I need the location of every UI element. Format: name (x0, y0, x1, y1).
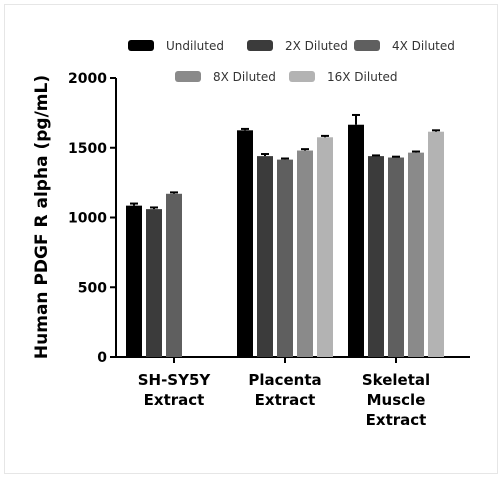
bar (428, 131, 444, 357)
legend-label: 16X Diluted (327, 70, 398, 84)
y-tick-label: 1000 (68, 211, 107, 227)
legend-swatch (175, 71, 201, 82)
y-tick-label: 1500 (68, 141, 107, 157)
x-category-label: Placenta Extract (248, 371, 321, 409)
legend-swatch (128, 40, 154, 51)
bar (297, 150, 313, 357)
y-tick-label: 500 (78, 280, 107, 296)
x-axis: SH-SY5Y Extract Placenta Extract Skeletal Mus… (116, 356, 470, 429)
bar (368, 156, 384, 357)
legend: Undiluted 2X Diluted 4X Diluted 8X Diluted 1… (128, 39, 455, 84)
bar (408, 152, 424, 357)
legend-swatch (289, 71, 315, 82)
y-axis: 0 500 1000 1500 2000 (68, 71, 117, 366)
y-tick-label: 0 (97, 350, 107, 366)
bar (166, 193, 182, 357)
bar (348, 124, 364, 357)
legend-swatch (354, 40, 380, 51)
y-axis-label: Human PDGF R alpha (pg/mL) (32, 75, 52, 359)
legend-label: 2X Diluted (285, 39, 348, 53)
bar (257, 156, 273, 357)
legend-swatch (247, 40, 273, 51)
legend-label: 4X Diluted (392, 39, 455, 53)
bar (277, 159, 293, 357)
bar (237, 130, 253, 357)
bar (317, 137, 333, 357)
bars (126, 113, 444, 357)
legend-label: Undiluted (166, 39, 224, 53)
legend-label: 8X Diluted (213, 70, 276, 84)
bar (146, 209, 162, 357)
bar (126, 205, 142, 357)
x-category-label: Skeletal Muscle Extract (362, 371, 430, 429)
bar (388, 157, 404, 357)
y-tick-label: 2000 (68, 71, 107, 87)
x-category-label: SH-SY5Y Extract (138, 371, 212, 409)
